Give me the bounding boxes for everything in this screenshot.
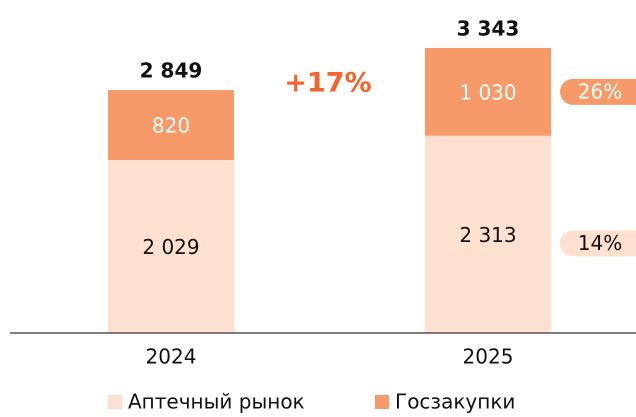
bar-segment <box>108 160 234 333</box>
legend-label: Аптечный рынок <box>128 390 305 414</box>
value-label: 2 313 <box>459 223 516 247</box>
total-label: 3 343 <box>457 16 520 40</box>
bar-segment <box>425 47 551 136</box>
legend-swatch <box>108 395 122 409</box>
x-tick-label: 2025 <box>463 345 514 369</box>
value-label: 2 029 <box>142 235 199 259</box>
growth-annotation: +17% <box>284 68 371 99</box>
legend-swatch <box>375 395 389 409</box>
value-label: 820 <box>152 114 190 138</box>
bar-segment <box>108 90 234 161</box>
growth-badge <box>560 230 636 257</box>
legend-label: Госзакупки <box>395 390 515 414</box>
growth-label: 14% <box>578 231 622 255</box>
growth-badge <box>560 78 636 105</box>
growth-label: 26% <box>578 79 622 103</box>
total-label: 2 849 <box>140 59 203 83</box>
value-label: 1 030 <box>459 80 516 104</box>
bar-segment <box>425 135 551 333</box>
x-tick-label: 2024 <box>146 345 197 369</box>
